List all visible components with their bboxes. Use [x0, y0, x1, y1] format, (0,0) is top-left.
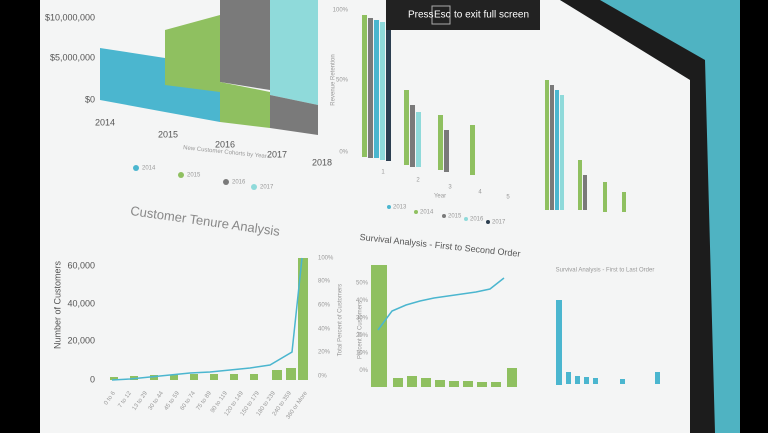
legend-swatch	[442, 214, 446, 218]
x-tick-label: 2	[416, 178, 420, 184]
legend-label: 2016	[470, 217, 484, 223]
laptop-bezel	[560, 0, 715, 433]
y-tick-label: $5,000,000	[50, 52, 95, 62]
legend-swatch	[223, 179, 229, 185]
legend-label: 2015	[187, 173, 201, 179]
y-tick-label: 10%	[356, 351, 369, 357]
legend-label: 2015	[448, 214, 462, 220]
x-tick-label: 2016	[215, 139, 235, 149]
y-tick-label: 50%	[336, 78, 349, 84]
x-tick-label: 2014	[95, 117, 115, 127]
cohort-chart-shapes	[100, 0, 318, 135]
x-tick-label: 2017	[267, 149, 287, 159]
y-tick-label: 40,000	[67, 298, 95, 308]
survival-chart-shapes	[371, 265, 660, 387]
y-tick-label: 30%	[356, 316, 369, 322]
legend-swatch	[414, 210, 418, 214]
y2-tick-label: 40%	[318, 327, 331, 333]
y-tick-label: 20%	[356, 333, 369, 339]
legend-label: 2014	[420, 210, 434, 216]
y2-tick-label: 100%	[318, 256, 334, 262]
y-tick-label: 0%	[359, 368, 368, 374]
y-tick-label: 60,000	[67, 260, 95, 270]
y2-tick-label: 80%	[318, 279, 331, 285]
legend-swatch	[486, 220, 490, 224]
retention-bars	[362, 15, 626, 212]
y-tick-label: 20,000	[67, 335, 95, 345]
x-tick-label: 3	[448, 185, 452, 191]
y-tick-label: 40%	[356, 298, 369, 304]
x-tick-label: 5	[506, 195, 510, 201]
y-tick-label: 50%	[356, 281, 369, 287]
y-tick-label: 0%	[339, 150, 348, 156]
legend-label: 2013	[393, 205, 407, 211]
overlay-text: to exit full screen	[454, 10, 529, 21]
y2-tick-label: 60%	[318, 303, 331, 309]
y-tick-label: $10,000,000	[45, 12, 95, 22]
axis-title: Total Percent of Customers	[338, 284, 344, 356]
y-tick-label: 0	[90, 374, 95, 384]
x-tick-label: 1	[381, 170, 385, 176]
axis-title: Revenue Retention	[331, 54, 337, 105]
panel-title: Survival Analysis - First to Last Order	[556, 268, 655, 274]
legend-swatch	[464, 217, 468, 221]
legend-label: 2014	[142, 166, 156, 172]
legend-swatch	[251, 184, 257, 190]
legend-swatch	[178, 172, 184, 178]
legend-label: 2017	[492, 220, 506, 226]
y-tick-label: $0	[85, 94, 95, 104]
x-tick-label: 2018	[312, 157, 332, 167]
y-tick-label: 100%	[333, 8, 349, 14]
esc-key	[431, 5, 451, 25]
y2-tick-label: 20%	[318, 350, 331, 356]
legend-label: 2017	[260, 185, 274, 191]
overlay-key: Esc	[434, 10, 451, 21]
y2-tick-label: 0%	[318, 374, 327, 380]
legend-swatch	[133, 165, 139, 171]
axis-title: Year	[434, 194, 446, 200]
overlay-text: Press	[408, 10, 434, 21]
fullscreen-banner	[386, 0, 540, 30]
axis-title: Number of Customers	[52, 260, 62, 349]
legend-label: 2016	[232, 180, 246, 186]
legend-swatch	[387, 205, 391, 209]
axis-title: Percent of Customers	[358, 301, 364, 359]
tenure-chart-shapes	[110, 257, 308, 381]
x-tick-label: 4	[478, 190, 482, 196]
x-tick-label: 2015	[158, 129, 178, 139]
